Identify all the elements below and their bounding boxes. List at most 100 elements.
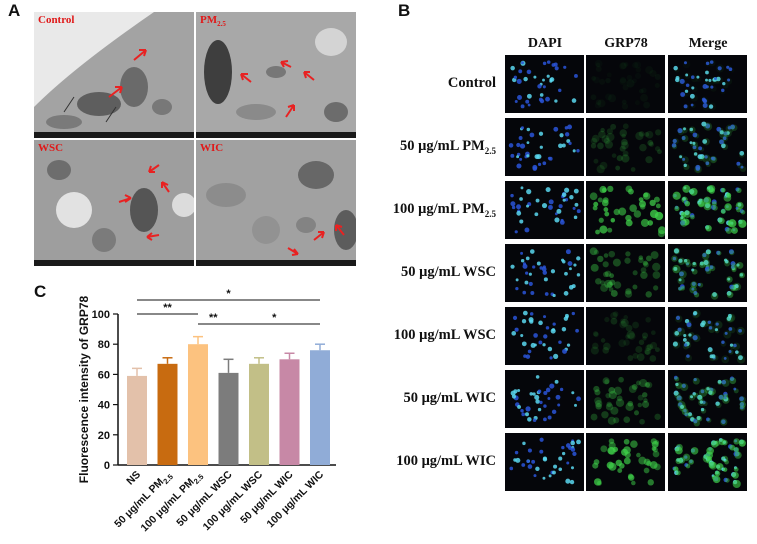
em-label: PM2.5 xyxy=(200,14,226,29)
cell-dots xyxy=(589,185,665,238)
bar xyxy=(218,372,239,465)
row-label: 50 μg/mL PM2.5 xyxy=(306,138,496,156)
panel-letter-b: B xyxy=(398,1,411,20)
fluorescence-image-dapi xyxy=(505,433,584,491)
column-header-dapi: DAPI xyxy=(527,36,563,51)
fluorescence-image-grp78 xyxy=(586,181,665,239)
cell-dots xyxy=(510,60,578,109)
scale-bar xyxy=(196,132,356,138)
fluorescence-image-grp78 xyxy=(586,370,665,428)
row-label-text: 100 μg/mL WIC xyxy=(396,453,496,469)
significance-label: ** xyxy=(209,312,218,324)
cell-dots xyxy=(509,437,581,485)
scale-bar xyxy=(34,132,194,138)
em-image-wsc: WSC xyxy=(34,140,194,266)
scale-bar xyxy=(34,260,194,266)
fluorescence-image-dapi xyxy=(505,118,584,176)
row-label: 50 μg/mL WIC xyxy=(306,390,496,407)
significance-label: * xyxy=(226,288,231,300)
cell-dots xyxy=(510,186,581,234)
em-texture xyxy=(196,12,356,138)
significance-label: * xyxy=(272,312,277,324)
row-label: 50 μg/mL WSC xyxy=(306,264,496,281)
row-label-text: 50 μg/mL WIC xyxy=(403,390,496,406)
row-label: 100 μg/mL WSC xyxy=(306,327,496,344)
em-image-wic: WIC xyxy=(196,140,356,266)
fluorescence-image-grp78 xyxy=(586,118,665,176)
cell-dots xyxy=(672,438,746,489)
em-texture xyxy=(196,140,356,266)
significance-label: ** xyxy=(163,302,172,314)
fluorescence-image-merge xyxy=(668,433,747,491)
x-tick-label: NS xyxy=(124,469,143,488)
row-label-subscript: 2.5 xyxy=(484,145,496,156)
fluorescence-image-dapi xyxy=(505,181,584,239)
bar-chart: 0 20 40 60 80 100 Fluorescence intensity of GR… xyxy=(0,280,370,539)
fluorescence-image-grp78 xyxy=(586,244,665,302)
fluorescence-image-merge xyxy=(668,118,747,176)
em-image-control: Control xyxy=(34,12,194,138)
fluorescence-image-grp78 xyxy=(586,433,665,491)
cell-dots xyxy=(510,249,581,298)
fluorescence-image-grp78 xyxy=(586,307,665,365)
y-tick-label: 0 xyxy=(104,460,110,472)
x-tick-label: 50 μg/mL WIC xyxy=(238,468,296,526)
bar xyxy=(188,344,208,465)
cell-dots xyxy=(671,247,745,300)
cell-dots xyxy=(590,311,660,362)
row-label-text: 50 μg/mL WSC xyxy=(401,264,496,280)
x-tick-label-text: 50 μg/mL WIC xyxy=(238,468,296,526)
x-tick-label-text: NS xyxy=(124,469,143,488)
fluorescence-image-dapi xyxy=(505,307,584,365)
row-label: 100 μg/mL PM2.5 xyxy=(306,201,496,219)
em-texture xyxy=(34,12,194,138)
cell-dots xyxy=(511,310,579,360)
bar xyxy=(249,363,269,465)
cell-dots xyxy=(671,121,747,174)
em-micrograph-grid: Control PM2.5 xyxy=(34,12,356,266)
fluorescence-image-merge xyxy=(668,307,747,365)
row-label: Control xyxy=(306,75,496,92)
bar xyxy=(157,363,178,465)
cell-dots xyxy=(673,375,746,427)
y-tick-label: 60 xyxy=(98,369,110,381)
em-label: WSC xyxy=(38,142,64,154)
row-label-subscript: 2.5 xyxy=(484,208,496,219)
x-tick-label: 100 μg/mL WIC xyxy=(265,468,327,530)
cell-dots xyxy=(592,438,661,486)
y-tick-label: 40 xyxy=(98,400,110,412)
bar xyxy=(310,350,330,465)
bar xyxy=(127,375,147,465)
row-label-text: 100 μg/mL PM xyxy=(392,201,485,217)
fluorescence-image-merge xyxy=(668,370,747,428)
bar xyxy=(279,359,300,465)
cell-dots xyxy=(589,247,661,298)
cell-dots xyxy=(672,184,747,234)
em-label: WIC xyxy=(200,142,224,154)
y-tick-label: 100 xyxy=(92,309,110,321)
em-label: Control xyxy=(38,14,75,26)
fluorescence-image-grp78 xyxy=(586,55,665,113)
row-label-text: 50 μg/mL PM xyxy=(400,138,485,154)
cell-dots xyxy=(590,62,661,110)
row-label: 100 μg/mL WIC xyxy=(306,453,496,470)
column-header-merge: Merge xyxy=(688,36,728,51)
cell-dots xyxy=(508,124,580,171)
y-tick-label: 20 xyxy=(98,430,110,442)
column-header-grp78: GRP78 xyxy=(604,36,648,51)
cell-dots xyxy=(672,309,746,364)
y-axis-label: Fluorescence intensity of GRP78 xyxy=(77,295,91,483)
row-label-text: 100 μg/mL WSC xyxy=(393,327,496,343)
fluorescence-image-merge xyxy=(668,181,747,239)
em-texture xyxy=(34,140,194,266)
panel-letter-c: C xyxy=(34,282,47,301)
scale-bar xyxy=(196,260,356,266)
fluorescence-image-dapi xyxy=(505,370,584,428)
fluorescence-image-dapi xyxy=(505,55,584,113)
cell-dots xyxy=(590,123,662,174)
x-tick-label-text: 100 μg/mL WIC xyxy=(265,468,327,530)
fluorescence-image-merge xyxy=(668,244,747,302)
y-tick-label: 80 xyxy=(98,339,110,351)
panel-letter-a: A xyxy=(8,1,21,20)
